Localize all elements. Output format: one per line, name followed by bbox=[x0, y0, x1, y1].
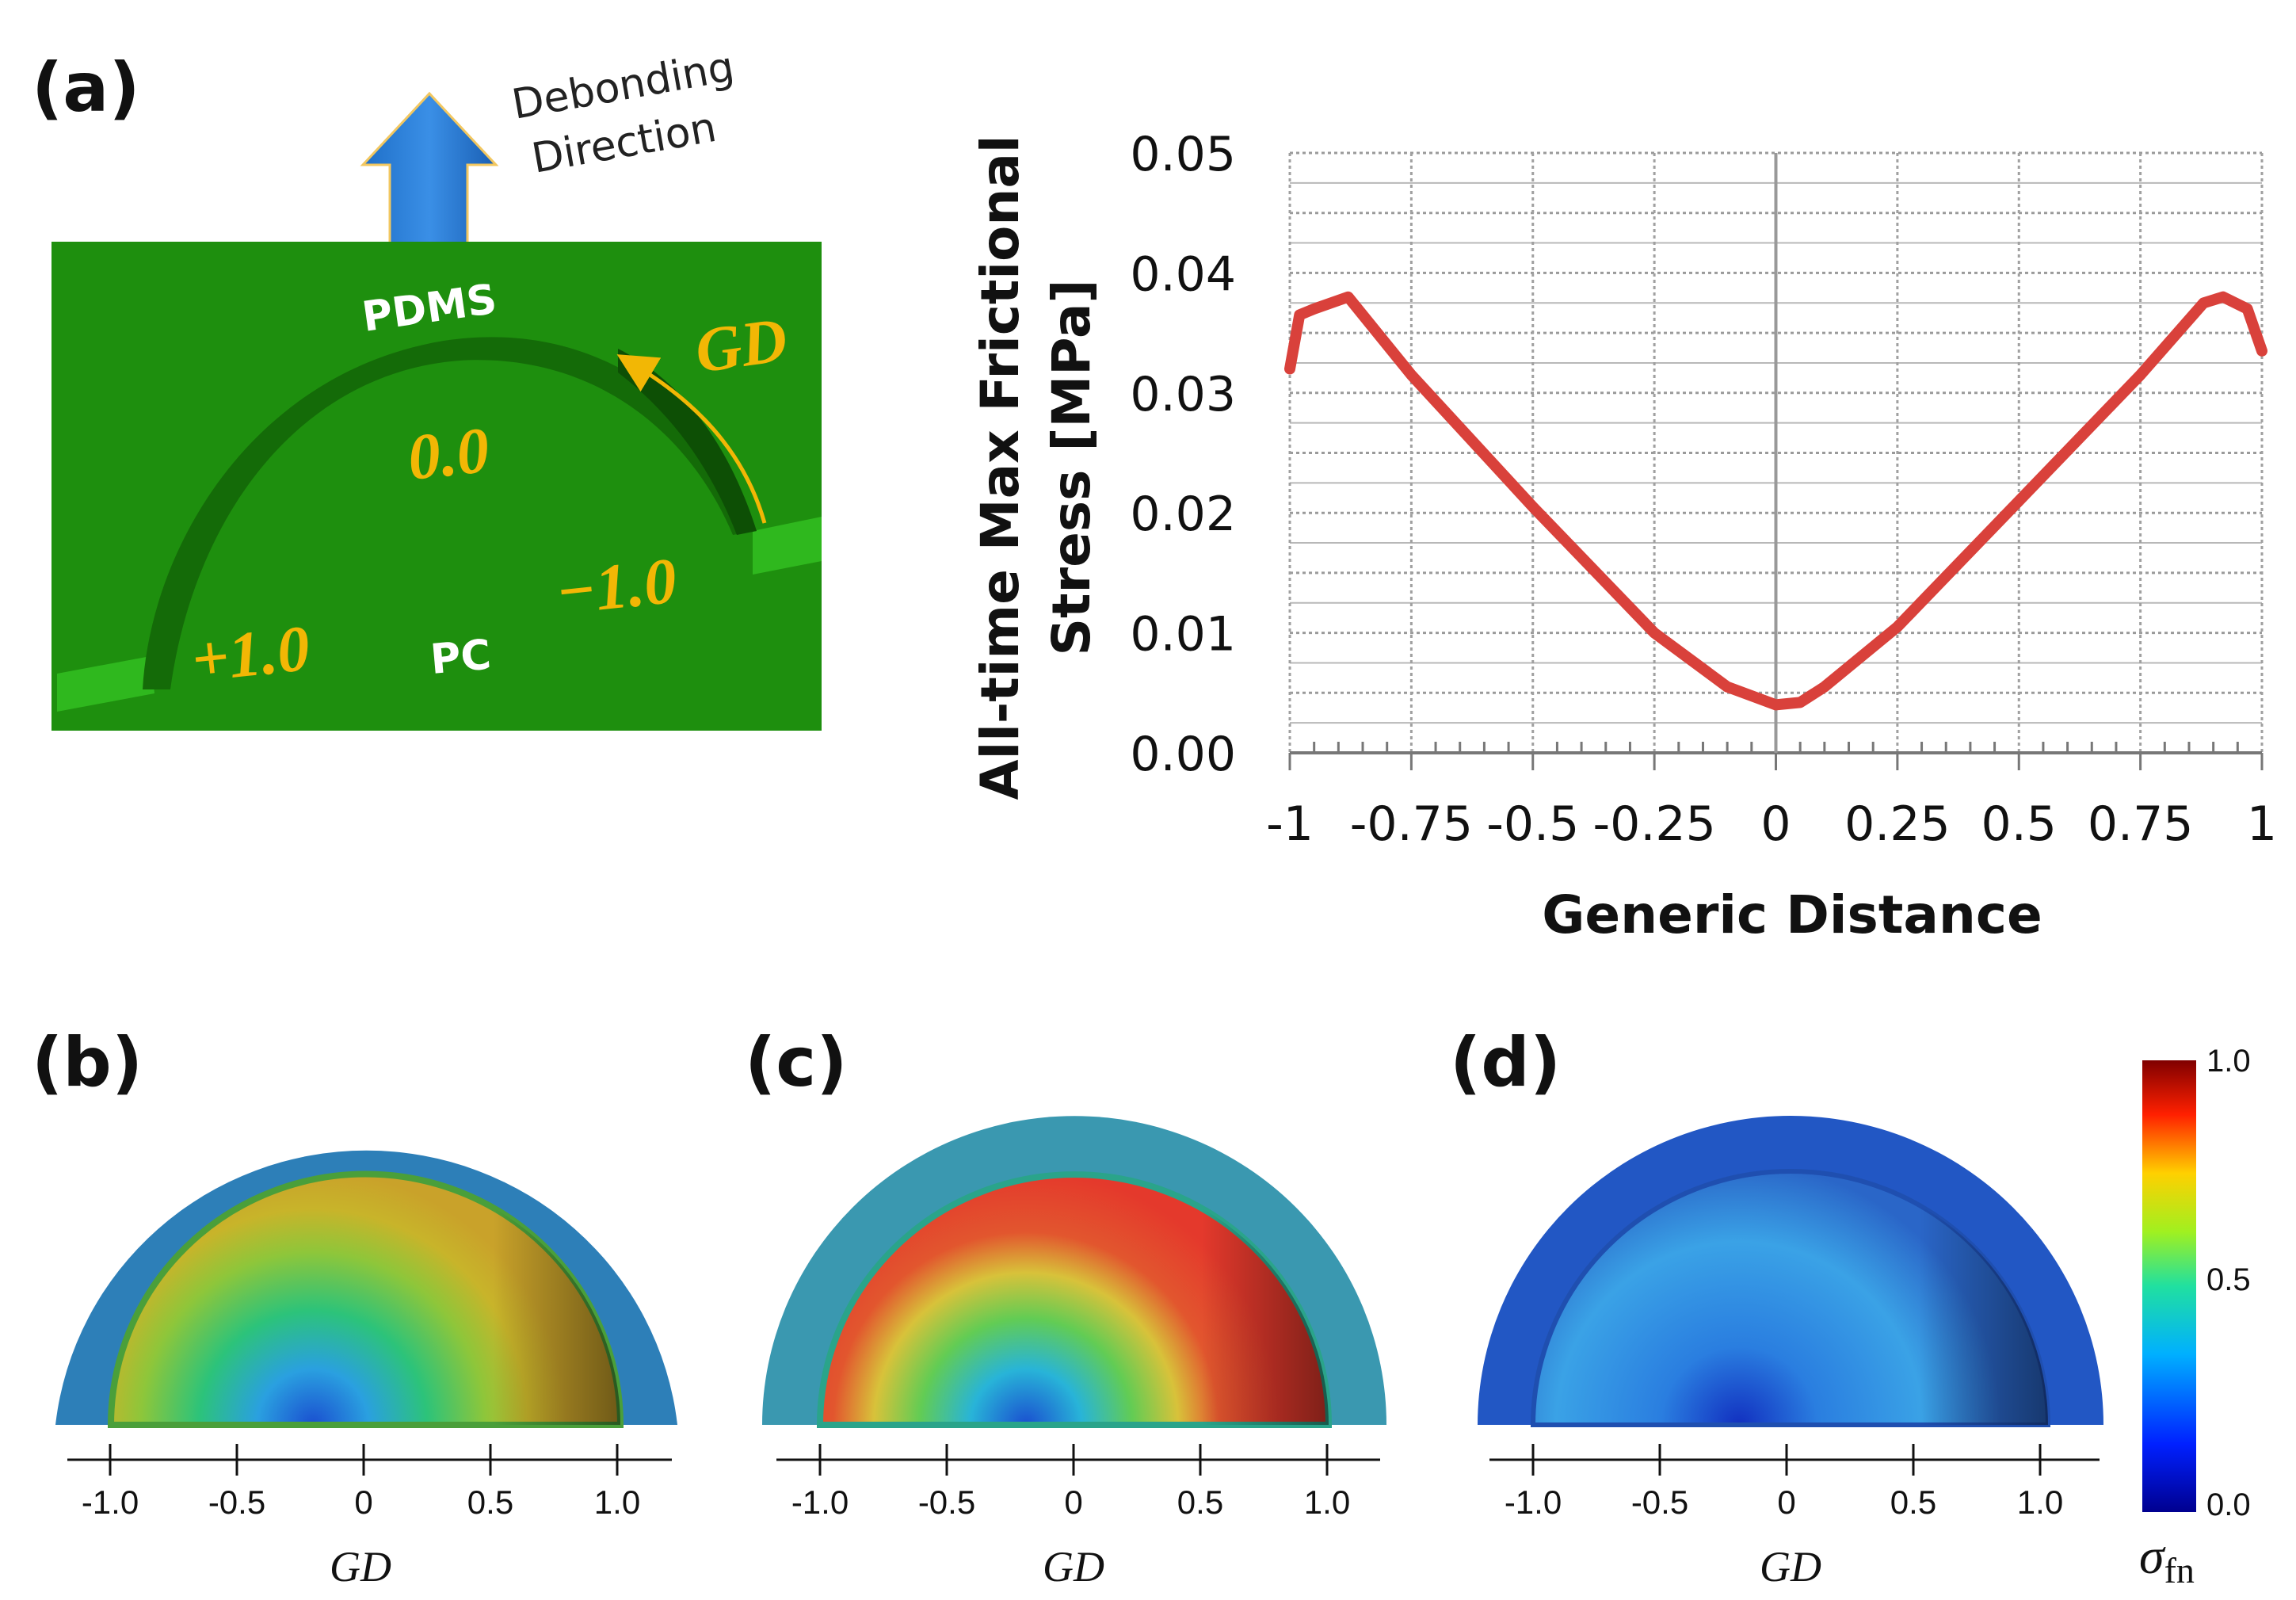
gd-axis-label-d: GD bbox=[1760, 1543, 1821, 1590]
x-tick-label: 1 bbox=[2247, 796, 2277, 852]
x-axis-title: Generic Distance bbox=[1542, 884, 2042, 945]
gd-arrow-icon bbox=[616, 354, 767, 524]
x-tick-label: 0.5 bbox=[1981, 796, 2057, 852]
gd-tick-label: 0.5 bbox=[1177, 1484, 1223, 1521]
gd-axis-d: -1.0 -0.5 0 0.5 1.0 bbox=[1489, 1444, 2100, 1521]
panel-a: (a) Debonding Direction PDMS PC GD 0.0 −… bbox=[32, 44, 822, 731]
colorbar-mid-label: 0.5 bbox=[2206, 1262, 2251, 1297]
panel-a-label: (a) bbox=[32, 48, 140, 128]
y-tick-label: 0.05 bbox=[1130, 127, 1236, 182]
gd-tick-label: 1.0 bbox=[2017, 1484, 2063, 1521]
channel-right bbox=[753, 517, 822, 575]
panel-d-label: (d) bbox=[1450, 1023, 1561, 1102]
colorbar-symbol: σfn bbox=[2139, 1528, 2195, 1590]
channel-left bbox=[57, 656, 154, 712]
series-line bbox=[1284, 291, 2267, 711]
colorbar-gradient bbox=[2142, 1060, 2196, 1512]
panel-c-label: (c) bbox=[745, 1023, 848, 1102]
gd-tick-label: -1.0 bbox=[1505, 1484, 1562, 1521]
y-axis-title-line1: All-time Max Frictional bbox=[970, 136, 1031, 800]
x-tick-label: 0.25 bbox=[1844, 796, 1951, 852]
gd-axis-b: -1.0 -0.5 0 0.5 1.0 bbox=[67, 1444, 672, 1521]
gd-axis-label-b: GD bbox=[330, 1543, 391, 1590]
gd-tick-label: 0.5 bbox=[467, 1484, 513, 1521]
x-tick-label: 0.75 bbox=[2088, 796, 2194, 852]
gd-tick-label: 1.0 bbox=[1304, 1484, 1350, 1521]
gd-value-minus: −1.0 bbox=[552, 544, 680, 628]
colorbar-max-label: 1.0 bbox=[2206, 1044, 2251, 1079]
debonding-arrow-icon bbox=[360, 91, 499, 267]
contour-d-shade bbox=[1533, 1171, 2048, 1425]
line-chart: 0.00 0.01 0.02 0.03 0.04 0.05 -1 -0.75 -0.5 -0.2… bbox=[970, 127, 2277, 945]
panel-b-label: (b) bbox=[32, 1023, 143, 1102]
x-tick-label: -0.5 bbox=[1486, 796, 1579, 852]
x-tick-label: -0.75 bbox=[1350, 796, 1473, 852]
gd-tick-label: -0.5 bbox=[918, 1484, 975, 1521]
y-tick-label: 0.00 bbox=[1130, 727, 1236, 782]
colorbar-min-label: 0.0 bbox=[2206, 1487, 2251, 1522]
chart-y-ticks: 0.00 0.01 0.02 0.03 0.04 0.05 bbox=[1130, 127, 1236, 782]
gd-tick-label: 0.5 bbox=[1890, 1484, 1936, 1521]
chart-axes bbox=[1288, 153, 2264, 770]
gd-tick-label: 0 bbox=[1064, 1484, 1082, 1521]
specimen-render bbox=[51, 242, 822, 731]
arc-groove-outer bbox=[143, 337, 757, 689]
gd-tick-label: -1.0 bbox=[82, 1484, 139, 1521]
chart-x-ticks: -1 -0.75 -0.5 -0.25 0 0.25 0.5 0.75 1 bbox=[1266, 796, 2277, 852]
gd-tick-label: 0 bbox=[1777, 1484, 1795, 1521]
gd-value-plus: +1.0 bbox=[188, 612, 313, 696]
x-tick-label: -1 bbox=[1266, 796, 1314, 852]
y-axis-title-line2: Stress [MPa] bbox=[1041, 279, 1102, 655]
contour-c-shade bbox=[820, 1174, 1329, 1425]
y-tick-label: 0.01 bbox=[1130, 607, 1236, 663]
gd-axis-c: -1.0 -0.5 0 0.5 1.0 bbox=[776, 1444, 1380, 1521]
gd-tick-label: -1.0 bbox=[791, 1484, 849, 1521]
gd-tick-label: -0.5 bbox=[1631, 1484, 1688, 1521]
y-tick-label: 0.03 bbox=[1130, 367, 1236, 422]
colorbar: 1.0 0.5 0.0 σfn bbox=[2139, 1044, 2251, 1590]
gd-axis-label-c: GD bbox=[1043, 1543, 1104, 1590]
panel-d: (d) -1.0 -0.5 0 0.5 1.0 GD bbox=[1450, 1023, 2103, 1590]
x-tick-label: -0.25 bbox=[1593, 796, 1716, 852]
gd-tick-label: 0 bbox=[354, 1484, 372, 1521]
pc-label: PC bbox=[429, 632, 493, 684]
arc-groove-shadow bbox=[618, 349, 757, 535]
y-tick-label: 0.02 bbox=[1130, 487, 1236, 542]
panel-c: (c) -1.0 -0.5 0 0.5 1.0 GD bbox=[745, 1023, 1386, 1590]
x-tick-label: 0 bbox=[1760, 796, 1791, 852]
gd-label-a: GD bbox=[691, 305, 791, 387]
gd-tick-label: 1.0 bbox=[594, 1484, 640, 1521]
panel-b: (b) -1.0 -0.5 0 0.5 1.0 GD bbox=[32, 1023, 677, 1590]
y-tick-label: 0.04 bbox=[1130, 246, 1236, 302]
contour-b-shade bbox=[111, 1174, 620, 1425]
gd-value-zero: 0.0 bbox=[404, 414, 492, 494]
gd-tick-label: -0.5 bbox=[208, 1484, 265, 1521]
